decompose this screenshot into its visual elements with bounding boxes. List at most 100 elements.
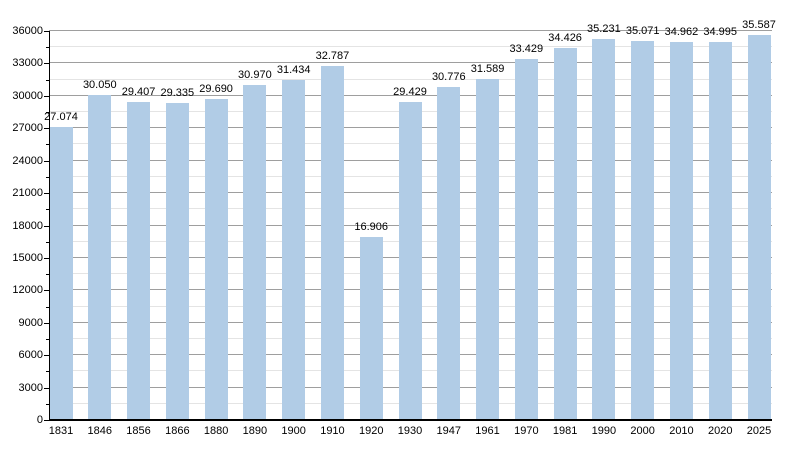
bar-1880: [204, 99, 228, 420]
bar-1970: [514, 58, 538, 420]
y-tick-28500: [46, 112, 49, 114]
y-tick-label-36000: 36000: [12, 25, 43, 37]
y-axis-line: [49, 31, 50, 420]
y-tick-12000: [44, 290, 49, 292]
bar-1961: [476, 78, 500, 420]
y-tick-label-18000: 18000: [12, 219, 43, 232]
y-tick-label-0: 0: [36, 414, 43, 426]
bar-1981: [553, 48, 577, 420]
major-gridline-36000: [49, 30, 772, 31]
bar-1856: [127, 102, 151, 420]
bar-2025: [747, 35, 771, 420]
x-tick-label-1900: 1900: [281, 425, 306, 437]
y-tick-25500: [46, 144, 49, 146]
x-tick-label-1890: 1890: [242, 425, 268, 437]
x-tick-label-1831: 1831: [48, 425, 74, 437]
bar-1831: [49, 127, 73, 420]
x-tick-label-1947: 1947: [436, 425, 462, 437]
bar-value-label-1930: 29.429: [393, 86, 427, 99]
major-gridline-30000: [49, 94, 772, 96]
y-tick-label-21000: 21000: [12, 187, 43, 200]
bar-1890: [243, 85, 267, 420]
y-tick-label-12000: 12000: [12, 284, 43, 297]
y-tick-3000: [44, 387, 49, 389]
y-tick-0: [44, 420, 49, 421]
y-tick-19500: [46, 209, 49, 211]
x-tick-label-1866: 1866: [165, 425, 190, 437]
bar-2000: [631, 41, 655, 420]
x-tick-label-2000: 2000: [630, 425, 655, 437]
y-tick-label-15000: 15000: [12, 251, 43, 264]
y-tick-label-6000: 6000: [18, 349, 43, 362]
y-tick-36000: [44, 31, 49, 32]
y-tick-16500: [46, 241, 49, 243]
bar-1866: [165, 103, 189, 420]
x-tick-label-2020: 2020: [707, 425, 733, 437]
y-tick-33000: [44, 63, 49, 65]
y-tick-22500: [46, 176, 49, 178]
y-tick-18000: [44, 225, 49, 227]
bar-value-label-1961: 31.589: [470, 62, 505, 75]
x-tick-label-1846: 1846: [87, 425, 113, 437]
bar-value-label-2000: 35.071: [625, 25, 660, 38]
bar-value-label-1846: 30.050: [82, 79, 117, 92]
bar-1930: [398, 102, 422, 420]
y-tick-7500: [46, 338, 49, 340]
y-tick-31500: [46, 79, 49, 81]
y-tick-9000: [44, 322, 49, 324]
x-axis-line: [49, 419, 772, 421]
bar-value-label-1947: 30.776: [431, 71, 466, 84]
y-tick-30000: [44, 95, 49, 97]
bar-1900: [282, 80, 306, 420]
x-tick-label-1920: 1920: [358, 425, 384, 437]
bar-value-label-2025: 35.587: [742, 19, 776, 32]
y-tick-4500: [46, 371, 49, 373]
x-tick-label-1990: 1990: [591, 425, 617, 437]
bar-1920: [359, 237, 383, 420]
y-tick-label-33000: 33000: [12, 57, 43, 70]
y-tick-label-9000: 9000: [18, 316, 43, 329]
bar-value-label-1900: 31.434: [276, 64, 311, 77]
bar-value-label-1856: 29.407: [121, 86, 156, 99]
y-tick-1500: [46, 403, 49, 405]
bar-value-label-1920: 16.906: [354, 221, 389, 234]
bar-value-label-1981: 34.426: [548, 32, 582, 45]
bar-1910: [320, 65, 344, 420]
bar-value-label-2020: 34.995: [703, 25, 738, 38]
x-tick-label-1856: 1856: [126, 425, 151, 437]
bar-value-label-2010: 34.962: [664, 26, 699, 39]
y-tick-13500: [46, 274, 49, 276]
x-tick-label-1970: 1970: [514, 425, 539, 437]
x-tick-label-2025: 2025: [746, 425, 772, 437]
major-gridline-33000: [49, 62, 772, 64]
minor-gridline-31500: [49, 78, 772, 80]
x-tick-label-1930: 1930: [397, 425, 423, 437]
y-tick-15000: [44, 257, 49, 259]
x-tick-label-1961: 1961: [475, 425, 500, 437]
bar-value-label-1880: 29.690: [199, 83, 233, 96]
y-tick-label-3000: 3000: [18, 381, 43, 394]
minor-gridline-34500: [49, 46, 772, 48]
y-tick-21000: [44, 193, 49, 195]
bar-value-label-1910: 32.787: [315, 49, 350, 62]
x-tick-label-1981: 1981: [552, 425, 578, 437]
y-tick-34500: [46, 47, 49, 49]
bar-value-label-1831: 27.074: [44, 111, 78, 124]
x-tick-label-1880: 1880: [203, 425, 229, 437]
x-tick-label-1910: 1910: [320, 425, 345, 437]
bar-1947: [437, 87, 461, 420]
bar-1990: [592, 39, 616, 420]
x-tick-label-2010: 2010: [669, 425, 694, 437]
bar-1846: [88, 95, 112, 420]
plot-area: 27.074 30.050 29.407 29.335 29.690 30.970 31.4…: [44, 20, 776, 421]
y-tick-label-24000: 24000: [12, 154, 43, 167]
y-tick-24000: [44, 160, 49, 162]
bar-2020: [708, 41, 732, 420]
bar-2010: [669, 42, 693, 420]
y-tick-label-30000: 30000: [12, 89, 43, 102]
y-tick-6000: [44, 355, 49, 357]
bar-value-label-1970: 33.429: [509, 42, 544, 55]
bar-value-label-1890: 30.970: [238, 69, 272, 82]
y-tick-label-27000: 27000: [12, 122, 43, 135]
